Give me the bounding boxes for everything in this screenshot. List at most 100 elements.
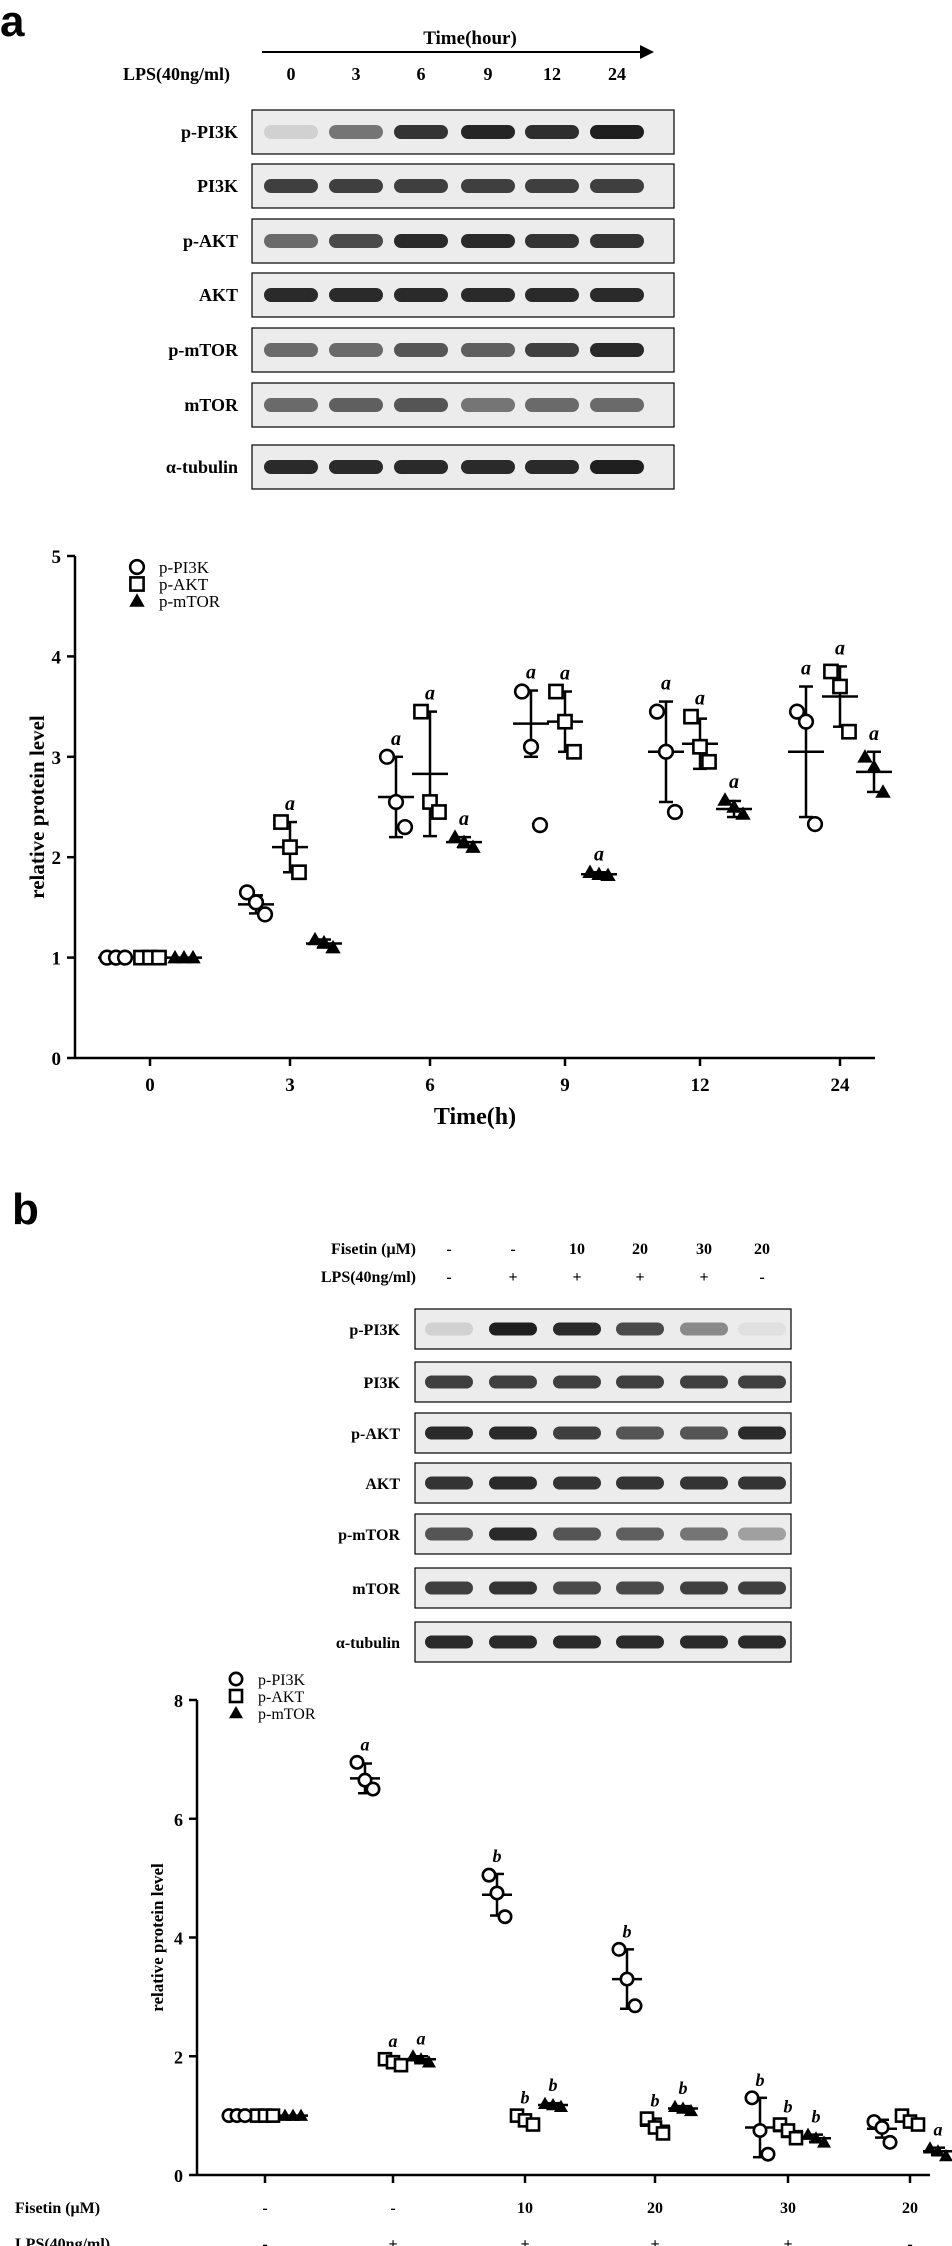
x-tick-label: 0: [145, 1075, 155, 1096]
data-point: [238, 884, 256, 901]
blot-row-label: p-PI3K: [349, 1322, 400, 1339]
condition-label: LPS(40ng/ml): [321, 1269, 416, 1286]
blot-band: [680, 1322, 728, 1336]
data-point: [931, 2144, 945, 2157]
data-point: [797, 713, 815, 730]
blot-band: [425, 1426, 473, 1440]
blot-row-label: p-AKT: [351, 1426, 400, 1443]
data-point: [910, 2117, 926, 2132]
condition-value: -: [446, 1241, 451, 1258]
legend-marker: [228, 1671, 244, 1687]
condition-value: +: [699, 1269, 708, 1286]
condition-value: +: [572, 1269, 581, 1286]
y-axis-label: relative protein level: [25, 715, 49, 899]
data-point: [726, 799, 742, 813]
condition-label: Fisetin (μM): [331, 1241, 416, 1258]
blot-band: [525, 234, 579, 248]
blot-band: [489, 1375, 537, 1389]
data-point: [151, 949, 167, 966]
data-point: [760, 2146, 776, 2162]
blot-band: [553, 1527, 601, 1541]
blot-band: [590, 460, 644, 474]
data-point: [413, 703, 429, 720]
data-point: [414, 2052, 428, 2065]
blot-frame: [414, 1567, 792, 1609]
condition-value: +: [635, 1269, 644, 1286]
blot-band: [264, 125, 318, 139]
x-axis-label: Time(h): [434, 1104, 516, 1130]
condition-row-value: 20: [647, 2200, 663, 2217]
blot-band: [738, 1476, 786, 1490]
legend-marker: [129, 576, 145, 592]
data-point: [882, 2134, 898, 2150]
data-point: [522, 738, 540, 755]
blot-band: [425, 1375, 473, 1389]
data-point: [600, 867, 616, 882]
blot-frame: [414, 1412, 792, 1454]
lane-label: 24: [608, 64, 626, 84]
blot-band: [329, 125, 383, 139]
data-point: [788, 703, 806, 720]
significance-label: a: [389, 2031, 398, 2051]
data-point: [788, 2130, 804, 2146]
blot-band: [489, 1527, 537, 1541]
data-point: [923, 2141, 937, 2154]
blot-band: [525, 460, 579, 474]
blot-band: [329, 398, 383, 412]
data-point: [611, 1941, 627, 1957]
data-point: [325, 939, 341, 954]
blot-band: [553, 1581, 601, 1595]
blot-band: [461, 460, 515, 474]
condition-value: -: [510, 1241, 515, 1258]
blot-band: [394, 343, 448, 357]
blot-band: [616, 1322, 664, 1336]
significance-label: a: [695, 688, 705, 710]
data-point: [237, 2108, 253, 2124]
condition-value: 30: [696, 1241, 712, 1258]
blot-row-label: mTOR: [184, 395, 239, 415]
condition-row-value: -: [907, 2236, 912, 2246]
data-point: [666, 803, 684, 821]
lane-label: 3: [352, 64, 361, 84]
blot-band: [461, 125, 515, 139]
blot-band: [264, 460, 318, 474]
data-point: [717, 792, 733, 806]
x-tick-label: 24: [831, 1075, 851, 1096]
significance-label: b: [623, 1921, 632, 1941]
condition-row-value: +: [650, 2236, 659, 2246]
blot-band: [525, 179, 579, 193]
y-tick-label: 1: [52, 949, 62, 970]
blot-band: [680, 1527, 728, 1541]
blot-row-label: α-tubulin: [166, 457, 238, 477]
blot-band: [394, 398, 448, 412]
blot-band: [616, 1635, 664, 1649]
y-tick-label: 2: [174, 2047, 183, 2067]
data-point: [657, 743, 675, 760]
legend-label: p-mTOR: [159, 592, 221, 611]
condition-row-label: Fisetin (μM): [15, 2200, 100, 2217]
significance-label: b: [812, 2107, 821, 2127]
significance-label: a: [801, 658, 811, 680]
data-point: [683, 708, 699, 725]
blot-band: [489, 1476, 537, 1490]
blot-row-label: AKT: [199, 285, 238, 305]
blot-band: [553, 1476, 601, 1490]
lane-label: 0: [287, 64, 296, 84]
data-point: [431, 804, 447, 820]
significance-label: b: [549, 2075, 558, 2095]
blot-band: [461, 179, 515, 193]
blot-band: [264, 179, 318, 193]
blot-band: [553, 1322, 601, 1336]
blot-band: [394, 179, 448, 193]
blot-band: [738, 1375, 786, 1389]
condition-row-value: -: [262, 2236, 267, 2246]
data-point: [735, 806, 751, 820]
data-point: [823, 663, 839, 680]
blot-band: [264, 398, 318, 412]
data-point: [866, 759, 882, 773]
blot-band: [553, 1635, 601, 1649]
blot-band: [525, 343, 579, 357]
y-tick-label: 6: [174, 1810, 183, 1830]
data-point: [291, 864, 307, 881]
